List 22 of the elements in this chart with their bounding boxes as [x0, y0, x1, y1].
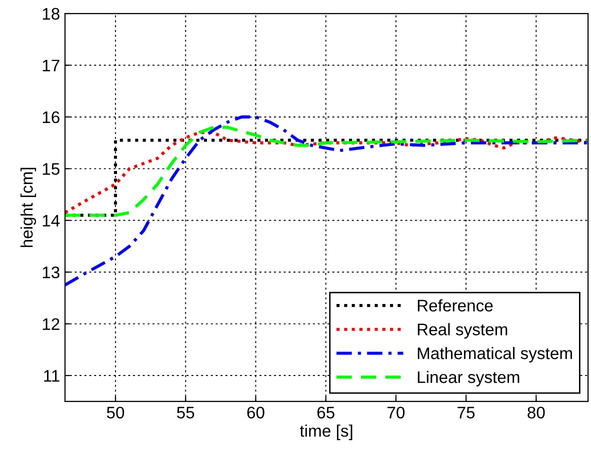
- legend-label: Reference: [418, 299, 493, 312]
- y-tick-label: 12: [42, 318, 60, 330]
- x-tick-label: 75: [458, 406, 475, 418]
- x-tick-label: 50: [106, 406, 124, 418]
- y-tick-label: 16: [42, 111, 60, 124]
- x-tick-label: 65: [317, 406, 334, 418]
- x-tick-label: 70: [388, 406, 405, 418]
- y-tick-label: 15: [42, 163, 60, 175]
- y-tick-label: 18: [42, 8, 60, 20]
- x-tick-label: 55: [177, 406, 194, 418]
- y-tick-label: 17: [42, 60, 60, 72]
- y-axis-title: height [cm]: [20, 168, 36, 248]
- line-series: [65, 115, 588, 287]
- y-tick-label: 14: [42, 214, 60, 226]
- legend-label: Mathematical system: [418, 346, 572, 363]
- legend-label: Linear system: [418, 370, 520, 386]
- x-axis-title: time [s]: [300, 424, 352, 440]
- x-tick-label: 80: [528, 406, 545, 418]
- y-tick-label: 13: [42, 266, 60, 278]
- x-tick-label: 60: [247, 406, 264, 418]
- legend-label: Real system: [418, 323, 508, 339]
- y-tick-label: 11: [44, 370, 60, 382]
